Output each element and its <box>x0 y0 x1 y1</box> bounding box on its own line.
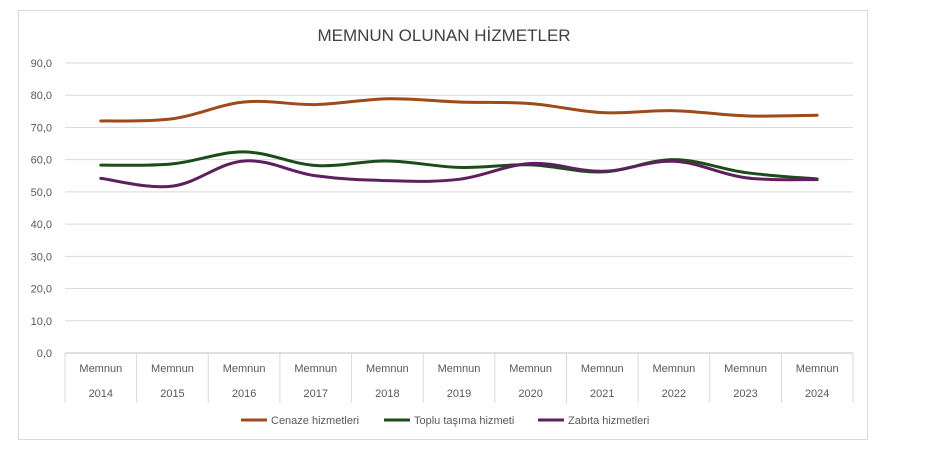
y-tick-label: 50,0 <box>31 187 52 199</box>
y-tick-label: 60,0 <box>31 155 52 167</box>
category-label-bottom: 2022 <box>662 388 686 400</box>
category-label-top: Memnun <box>509 363 552 375</box>
gridlines <box>65 62 853 354</box>
y-tick-label: 10,0 <box>31 316 52 328</box>
category-label-top: Memnun <box>151 363 194 375</box>
series-line-1 <box>99 150 819 181</box>
y-tick-label: 0,0 <box>37 348 52 360</box>
category-label-top: Memnun <box>223 363 266 375</box>
legend: Cenaze hizmetleri Toplu taşıma hizmeti Zab… <box>241 415 649 427</box>
y-tick-label: 20,0 <box>31 284 52 296</box>
chart-frame: MEMNUN OLUNAN HİZMETLER 0,0 10,0 20,0 30,0 4… <box>18 10 868 440</box>
category-label-bottom: 2016 <box>232 388 256 400</box>
category-label-bottom: 2021 <box>590 388 614 400</box>
category-label-top: Memnun <box>294 363 337 375</box>
y-axis-ticks: 0,0 10,0 20,0 30,0 40,0 50,0 60,0 70,0 80,0 90,0 <box>31 58 52 360</box>
category-label-bottom: 2019 <box>447 388 471 400</box>
category-label-top: Memnun <box>581 363 624 375</box>
category-label-bottom: 2020 <box>518 388 542 400</box>
y-tick-label: 80,0 <box>31 90 52 102</box>
category-label-bottom: 2014 <box>89 388 113 400</box>
category-label-top: Memnun <box>366 363 409 375</box>
category-label-bottom: 2018 <box>375 388 399 400</box>
legend-label: Cenaze hizmetleri <box>271 415 359 427</box>
y-tick-label: 90,0 <box>31 58 52 70</box>
category-label-top: Memnun <box>796 363 839 375</box>
category-label-top: Memnun <box>79 363 122 375</box>
chart-title: MEMNUN OLUNAN HİZMETLER <box>317 26 570 45</box>
series-line-0 <box>99 97 819 123</box>
category-label-bottom: 2015 <box>160 388 184 400</box>
category-label-bottom: 2017 <box>303 388 327 400</box>
category-label-top: Memnun <box>438 363 481 375</box>
line-chart: MEMNUN OLUNAN HİZMETLER 0,0 10,0 20,0 30,0 4… <box>31 26 854 427</box>
category-label-bottom: 2024 <box>805 388 829 400</box>
legend-label: Toplu taşıma hizmeti <box>414 415 514 427</box>
series-lines <box>99 97 819 189</box>
category-label-top: Memnun <box>653 363 696 375</box>
x-axis-categories: Memnun 2014 Memnun 2015 Memnun 2016 Memnun 2017… <box>64 353 854 403</box>
category-label-top: Memnun <box>724 363 767 375</box>
y-tick-label: 30,0 <box>31 251 52 263</box>
category-label-bottom: 2023 <box>733 388 757 400</box>
legend-label: Zabıta hizmetleri <box>568 415 649 427</box>
y-tick-label: 70,0 <box>31 122 52 134</box>
y-tick-label: 40,0 <box>31 219 52 231</box>
